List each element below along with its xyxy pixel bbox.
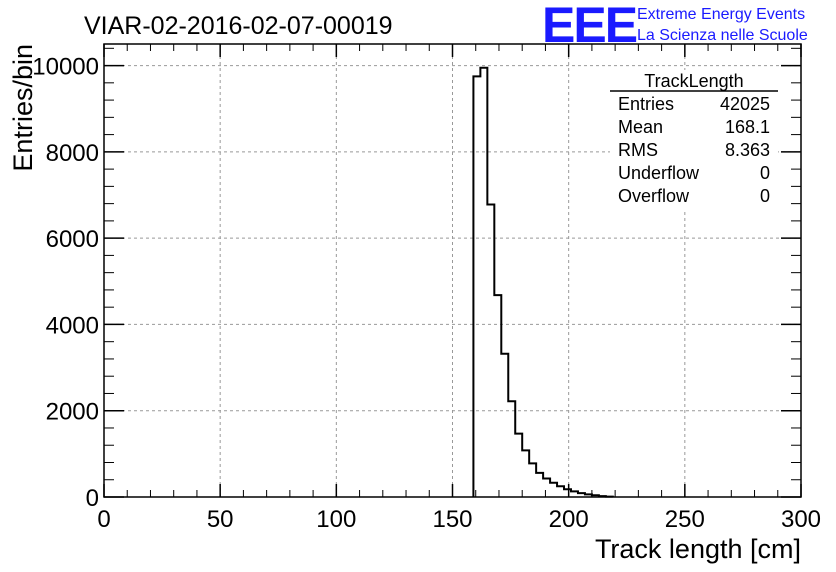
stats-title: TrackLength: [644, 71, 743, 91]
grid-lines: [104, 44, 801, 497]
x-tick-label: 100: [316, 506, 356, 533]
x-tick-label: 50: [207, 506, 234, 533]
logo-line-1: Extreme Energy Events: [637, 6, 805, 23]
stats-row-label: Overflow: [618, 186, 690, 206]
stats-row-label: RMS: [618, 140, 658, 160]
stats-box: TrackLength Entries 42025 Mean 168.1 RMS 8.36…: [610, 70, 778, 210]
y-tick-label: 2000: [46, 399, 99, 426]
logo-line-2: La Scienza nelle Scuole: [637, 27, 808, 44]
stats-row-label: Underflow: [618, 163, 700, 183]
y-tick-label: 4000: [46, 312, 99, 339]
stats-row-value: 42025: [720, 94, 770, 114]
stats-row-value: 8.363: [725, 140, 770, 160]
tick-labels: 0 50 100 150 200 250 300 0 2000 4000 6000 8000 10000: [32, 54, 821, 533]
x-tick-label: 300: [781, 506, 821, 533]
x-tick-label: 150: [432, 506, 472, 533]
y-tick-label: 6000: [46, 226, 99, 253]
x-tick-label: 200: [549, 506, 589, 533]
eee-logo-mark: EEE: [542, 0, 637, 53]
histogram-line: [472, 66, 614, 498]
y-tick-label: 10000: [32, 54, 99, 81]
y-tick-label: 0: [86, 485, 99, 512]
chart-title: VIAR-02-2016-02-07-00019: [84, 12, 393, 40]
stats-row-label: Entries: [618, 94, 674, 114]
stats-row-value: 168.1: [725, 117, 770, 137]
x-axis-label: Track length [cm]: [595, 534, 801, 564]
x-tick-label: 250: [665, 506, 705, 533]
x-tick-label: 0: [97, 506, 110, 533]
y-tick-label: 8000: [46, 140, 99, 167]
axis-ticks: [103, 44, 802, 498]
stats-row-label: Mean: [618, 117, 663, 137]
stats-row-value: 0: [760, 163, 770, 183]
stats-row-value: 0: [760, 186, 770, 206]
y-axis-label: Entries/bin: [8, 44, 38, 172]
